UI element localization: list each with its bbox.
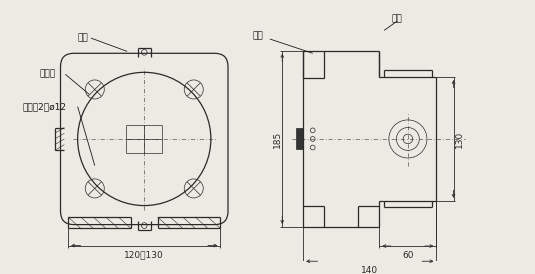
- Text: 60: 60: [402, 251, 414, 260]
- Text: 140: 140: [361, 266, 378, 274]
- Bar: [295, 129, 303, 149]
- Text: 130: 130: [455, 130, 464, 148]
- Text: 出线口: 出线口: [40, 70, 56, 79]
- Text: 185: 185: [273, 130, 282, 148]
- Text: 自锁: 自锁: [253, 32, 264, 41]
- Text: 壳体: 壳体: [78, 34, 88, 42]
- Text: 120～130: 120～130: [124, 250, 164, 259]
- Text: 安装学2－ø12: 安装学2－ø12: [22, 102, 66, 111]
- Text: 摇脡: 摇脡: [392, 15, 402, 24]
